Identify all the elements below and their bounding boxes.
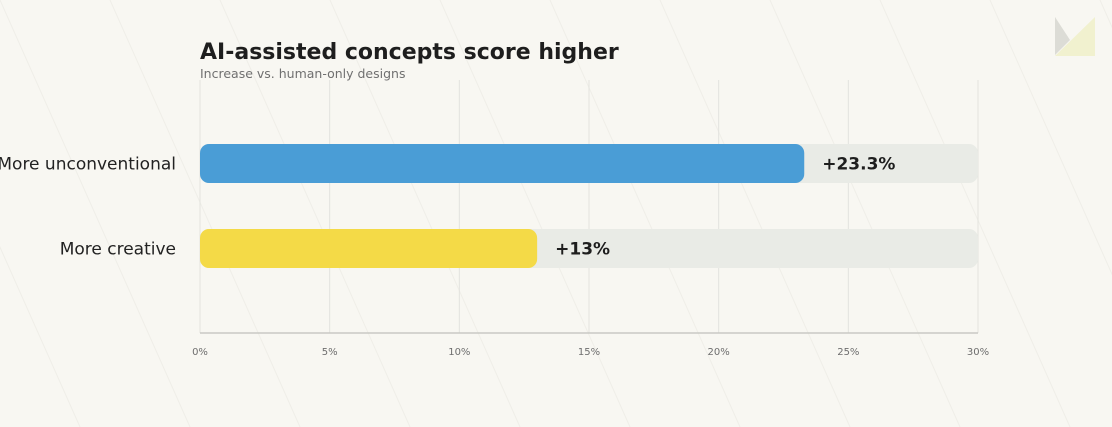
x-tick-label: 30% <box>967 347 989 358</box>
gridlines <box>199 80 979 333</box>
category-label: More creative <box>60 240 176 260</box>
chart-title: AI-assisted concepts score higher <box>200 40 619 65</box>
x-tick-labels: 0% 5% 10% 15% 20% 25% 30% <box>192 347 989 358</box>
brand-mark-icon <box>1055 17 1095 56</box>
category-label: More unconventional <box>0 155 176 175</box>
bar <box>200 144 805 183</box>
category-labels: More unconventional More creative <box>0 155 176 260</box>
bar <box>200 229 538 268</box>
x-tick-label: 10% <box>448 347 470 358</box>
value-label: +23.3% <box>822 155 895 175</box>
x-tick-label: 15% <box>578 347 600 358</box>
x-tick-label: 20% <box>708 347 730 358</box>
bars <box>200 144 805 268</box>
x-tick-label: 0% <box>192 347 208 358</box>
x-tick-label: 25% <box>837 347 859 358</box>
value-label: +13% <box>555 240 610 260</box>
chart-subtitle: Increase vs. human-only designs <box>200 66 405 81</box>
value-labels: +23.3% +13% <box>555 155 895 260</box>
x-tick-label: 5% <box>322 347 338 358</box>
